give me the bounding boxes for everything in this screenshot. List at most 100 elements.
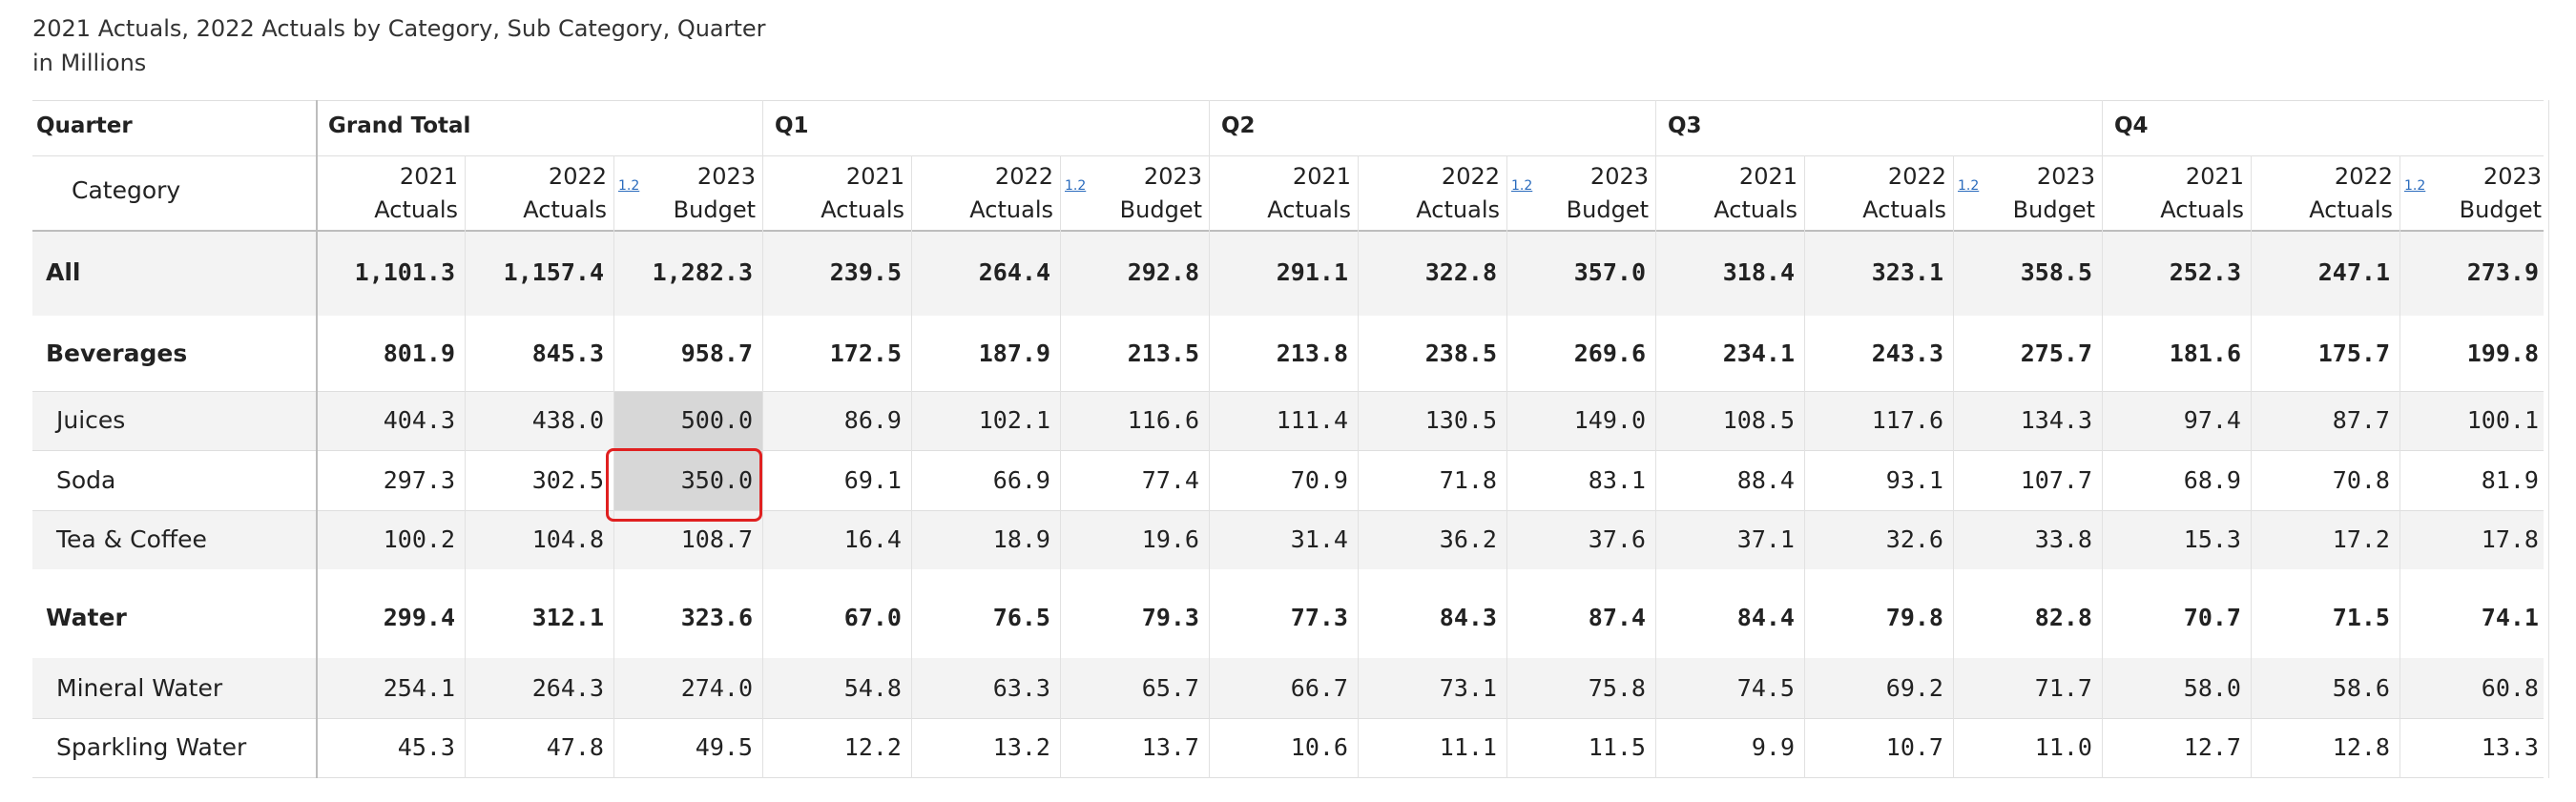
table-cell-value[interactable]: 357.0 xyxy=(1573,258,1646,286)
table-cell-value[interactable]: 13.3 xyxy=(2481,733,2539,761)
table-cell-value[interactable]: 1,282.3 xyxy=(652,258,753,286)
sort-sequence-icon[interactable]: 1.2 xyxy=(1065,178,1087,194)
table-cell-value[interactable]: 84.3 xyxy=(1439,604,1497,631)
table-cell-value[interactable]: 801.9 xyxy=(383,339,455,367)
row-header-label[interactable]: Water xyxy=(46,604,127,631)
table-cell-value[interactable]: 66.7 xyxy=(1290,674,1348,702)
table-cell-value[interactable]: 32.6 xyxy=(1885,525,1943,553)
table-cell-value[interactable]: 111.4 xyxy=(1276,406,1348,434)
table-cell-value[interactable]: 87.7 xyxy=(2332,406,2390,434)
table-cell-value[interactable]: 247.1 xyxy=(2317,258,2390,286)
table-cell-value[interactable]: 84.4 xyxy=(1736,604,1795,631)
table-cell-value[interactable]: 438.0 xyxy=(531,406,604,434)
table-cell-value[interactable]: 275.7 xyxy=(2020,339,2092,367)
table-cell-value[interactable]: 19.6 xyxy=(1141,525,1199,553)
table-cell-value[interactable]: 82.8 xyxy=(2034,604,2092,631)
table-cell-value[interactable]: 323.1 xyxy=(1871,258,1943,286)
table-cell-value[interactable]: 100.1 xyxy=(2466,406,2539,434)
measure-column-header[interactable]: 2022 Actuals xyxy=(2251,160,2399,227)
table-cell-value[interactable]: 11.0 xyxy=(2034,733,2092,761)
table-cell-value[interactable]: 243.3 xyxy=(1871,339,1943,367)
table-cell-value[interactable]: 70.7 xyxy=(2183,604,2241,631)
table-cell-value[interactable]: 77.4 xyxy=(1141,466,1199,494)
table-cell-value[interactable]: 79.3 xyxy=(1141,604,1199,631)
measure-column-header[interactable]: 2023 Budget xyxy=(1953,160,2102,227)
measure-column-header[interactable]: 2023 Budget xyxy=(2399,160,2548,227)
column-group-header[interactable]: Q4 xyxy=(2114,113,2149,138)
table-cell-value[interactable]: 291.1 xyxy=(1276,258,1348,286)
table-cell-value[interactable]: 60.8 xyxy=(2481,674,2539,702)
table-cell-value[interactable]: 76.5 xyxy=(992,604,1050,631)
row-header-label[interactable]: Tea & Coffee xyxy=(56,525,207,553)
table-cell-value[interactable]: 238.5 xyxy=(1424,339,1497,367)
sort-sequence-icon[interactable]: 1.2 xyxy=(1958,178,1980,194)
table-cell-value[interactable]: 323.6 xyxy=(680,604,753,631)
row-header-label[interactable]: Sparkling Water xyxy=(56,733,247,761)
table-cell-value[interactable]: 79.8 xyxy=(1885,604,1943,631)
measure-column-header[interactable]: 2022 Actuals xyxy=(911,160,1060,227)
table-cell-value[interactable]: 97.4 xyxy=(2183,406,2241,434)
table-cell-value[interactable]: 37.6 xyxy=(1588,525,1646,553)
table-cell-value[interactable]: 292.8 xyxy=(1127,258,1199,286)
table-cell-value[interactable]: 269.6 xyxy=(1573,339,1646,367)
table-cell-value[interactable]: 302.5 xyxy=(531,466,604,494)
table-cell-value[interactable]: 36.2 xyxy=(1439,525,1497,553)
table-cell-value[interactable]: 12.2 xyxy=(843,733,902,761)
table-cell-value[interactable]: 264.4 xyxy=(978,258,1050,286)
table-cell-value[interactable]: 9.9 xyxy=(1751,733,1795,761)
table-cell-value[interactable]: 16.4 xyxy=(843,525,902,553)
measure-column-header[interactable]: 2021 Actuals xyxy=(762,160,911,227)
table-cell-value[interactable]: 71.8 xyxy=(1439,466,1497,494)
sort-sequence-icon[interactable]: 1.2 xyxy=(2404,178,2426,194)
table-cell-value[interactable]: 12.7 xyxy=(2183,733,2241,761)
table-cell-value[interactable]: 254.1 xyxy=(383,674,455,702)
table-cell-value[interactable]: 17.2 xyxy=(2332,525,2390,553)
table-cell-value[interactable]: 11.5 xyxy=(1588,733,1646,761)
table-cell-value[interactable]: 358.5 xyxy=(2020,258,2092,286)
table-cell-value[interactable]: 37.1 xyxy=(1736,525,1795,553)
table-cell-value[interactable]: 86.9 xyxy=(843,406,902,434)
measure-column-header[interactable]: 2022 Actuals xyxy=(465,160,613,227)
table-cell-value[interactable]: 71.5 xyxy=(2332,604,2390,631)
pivot-table[interactable]: Quarter Grand Total Q1 Q2 Q3 Q4 Category 2021 Ac… xyxy=(32,100,2549,778)
table-cell-value[interactable]: 104.8 xyxy=(531,525,604,553)
row-header-label[interactable]: All xyxy=(46,258,81,286)
table-cell-value[interactable]: 252.3 xyxy=(2169,258,2241,286)
table-cell-value[interactable]: 149.0 xyxy=(1573,406,1646,434)
table-cell-value[interactable]: 958.7 xyxy=(680,339,753,367)
table-cell-value[interactable]: 130.5 xyxy=(1424,406,1497,434)
table-cell-value[interactable]: 12.8 xyxy=(2332,733,2390,761)
table-cell-value[interactable]: 404.3 xyxy=(383,406,455,434)
table-cell-value[interactable]: 65.7 xyxy=(1141,674,1199,702)
sort-sequence-icon[interactable]: 1.2 xyxy=(1511,178,1533,194)
table-cell-value[interactable]: 213.8 xyxy=(1276,339,1348,367)
table-cell-value[interactable]: 13.2 xyxy=(992,733,1050,761)
table-cell-value[interactable]: 1,157.4 xyxy=(503,258,604,286)
table-cell-value[interactable]: 68.9 xyxy=(2183,466,2241,494)
table-cell-value[interactable]: 33.8 xyxy=(2034,525,2092,553)
table-cell-value[interactable]: 172.5 xyxy=(829,339,902,367)
table-cell-value[interactable]: 69.2 xyxy=(1885,674,1943,702)
row-header-label[interactable]: Juices xyxy=(56,406,126,434)
table-cell-value[interactable]: 63.3 xyxy=(992,674,1050,702)
table-cell-value[interactable]: 134.3 xyxy=(2020,406,2092,434)
table-cell-value[interactable]: 88.4 xyxy=(1736,466,1795,494)
row-header-label[interactable]: Mineral Water xyxy=(56,674,223,702)
table-cell-value[interactable]: 187.9 xyxy=(978,339,1050,367)
table-cell-value[interactable]: 74.5 xyxy=(1736,674,1795,702)
table-cell-value[interactable]: 299.4 xyxy=(383,604,455,631)
row-header-label[interactable]: Soda xyxy=(56,466,116,494)
table-cell-value[interactable]: 58.6 xyxy=(2332,674,2390,702)
measure-column-header[interactable]: 2021 Actuals xyxy=(316,160,465,227)
table-cell-value[interactable]: 213.5 xyxy=(1127,339,1199,367)
selected-cell-outline[interactable] xyxy=(606,448,762,522)
table-cell-value[interactable]: 58.0 xyxy=(2183,674,2241,702)
table-cell-value[interactable]: 181.6 xyxy=(2169,339,2241,367)
measure-column-header[interactable]: 2022 Actuals xyxy=(1358,160,1506,227)
table-cell-value[interactable]: 93.1 xyxy=(1885,466,1943,494)
table-cell-value[interactable]: 49.5 xyxy=(695,733,753,761)
table-cell-value[interactable]: 73.1 xyxy=(1439,674,1497,702)
table-cell-value[interactable]: 274.0 xyxy=(680,674,753,702)
table-cell-value[interactable]: 318.4 xyxy=(1722,258,1795,286)
table-cell-value[interactable]: 100.2 xyxy=(383,525,455,553)
